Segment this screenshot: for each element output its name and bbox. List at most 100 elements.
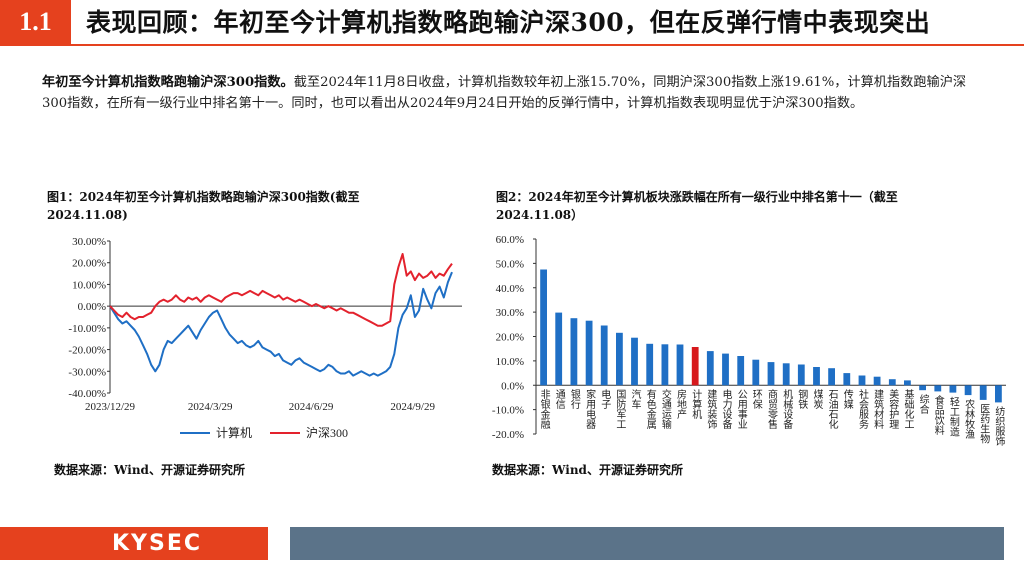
footer-bar (290, 527, 1004, 560)
bar-1 (555, 312, 563, 386)
bar-11 (706, 351, 714, 386)
bar-21 (858, 375, 866, 386)
category-label: 商贸零售 (766, 388, 778, 430)
bar-18 (813, 367, 820, 386)
bar-8 (661, 344, 669, 386)
figure1-source: 数据来源：Wind、开源证券研究所 (54, 463, 245, 477)
category-label: 综合 (917, 393, 929, 415)
summary-paragraph: 年初至今计算机指数略跑输沪深300指数。截至2024年11月8日收盘，计算机指数… (42, 72, 982, 114)
bar-22 (873, 376, 881, 386)
line-chart-computer-vs-csi300: 30.00% 20.00% 10.00% 0.00% -10.00% -20.00% -30… (68, 236, 462, 440)
bar-24 (904, 380, 911, 386)
legend-label: 计算机 (216, 425, 252, 440)
figure2-source: 数据来源：Wind、开源证券研究所 (492, 463, 683, 477)
bar-2 (570, 318, 578, 386)
category-label: 通信 (553, 389, 565, 410)
y-tick-label: 0.00% (78, 301, 106, 313)
legend-label: 沪深300 (306, 426, 348, 440)
category-label: 传媒 (841, 389, 853, 410)
bar-7 (646, 343, 654, 386)
category-label: 建筑材料 (872, 388, 884, 430)
section-number: 1.1 (0, 0, 71, 44)
category-label: 房地产 (675, 388, 687, 420)
y-tick-label: 10.00% (72, 279, 106, 291)
y-tick-label: 20.00% (72, 258, 106, 270)
category-label: 社会服务 (857, 388, 869, 430)
category-label: 煤炭 (811, 388, 823, 410)
category-label: 机械设备 (781, 388, 793, 430)
bar-20 (843, 373, 851, 386)
bar-15 (767, 362, 775, 386)
header-divider (0, 44, 1024, 46)
category-label: 美容护理 (887, 388, 899, 429)
category-label: 汽车 (629, 388, 641, 410)
bar-16 (782, 363, 790, 386)
bar-chart-industry-returns: 60.0% 50.0% 40.0% 30.0% 20.0% 10.0% 0.0% -10.0%… (492, 234, 1006, 447)
bar-25 (919, 385, 926, 391)
bar-0 (540, 269, 547, 386)
category-label: 建筑装饰 (705, 388, 717, 430)
bar-30 (995, 385, 1002, 403)
kysec-logo: KYSEC (112, 531, 202, 556)
bar-12 (722, 353, 729, 386)
category-label: 环保 (750, 389, 762, 410)
y-tick-label: 0.0% (501, 380, 524, 392)
figure2-caption: 图2：2024年初至今计算机板块涨跌幅在所有一级行业中排名第十一（截至2024.… (496, 190, 898, 222)
category-label: 计算机 (690, 388, 702, 420)
category-label: 电子 (599, 388, 611, 409)
x-tick-label: 2024/9/29 (390, 401, 435, 413)
bar-14 (752, 359, 760, 386)
y-tick-label: -20.00% (68, 345, 106, 357)
series-line-csi300 (109, 253, 453, 327)
y-tick-label: 60.0% (496, 234, 524, 246)
y-tick-label: 50.0% (496, 258, 524, 270)
category-label: 基础化工 (902, 388, 914, 429)
category-label: 纺织服饰 (993, 405, 1005, 447)
category-label: 农林牧渔 (963, 398, 975, 440)
bar-28 (964, 385, 972, 396)
category-label: 电力设备 (720, 388, 732, 430)
bar-26 (934, 385, 942, 392)
category-label: 公用事业 (735, 389, 747, 429)
category-label: 钢铁 (796, 388, 808, 410)
bar-27 (949, 385, 957, 393)
y-tick-label: 10.0% (496, 356, 524, 368)
category-label: 家用电器 (584, 388, 596, 430)
category-label: 国防军工 (614, 389, 626, 429)
footer-logo-bar (0, 527, 268, 560)
category-label: 食品饮料 (932, 394, 944, 436)
y-tick-label: -20.0% (492, 429, 524, 441)
x-tick-label: 2023/12/29 (85, 401, 136, 413)
y-tick-label: 40.0% (496, 283, 524, 295)
figure1-caption: 图1：2024年初至今计算机指数略跑输沪深300指数(截至2024.11.08) (47, 190, 360, 222)
category-label: 银行 (568, 388, 580, 410)
y-tick-label: -40.00% (68, 388, 106, 400)
category-label: 医药生物 (978, 404, 990, 445)
bar-9 (676, 344, 684, 386)
page-title: 表现回顾：年初至今计算机指数略跑输沪深300，但在反弹行情中表现突出 (86, 8, 931, 37)
bar-19 (828, 368, 835, 386)
category-label: 非银金融 (538, 389, 550, 430)
bar-5 (616, 332, 623, 386)
category-label: 石油石化 (826, 389, 838, 429)
category-label: 有色金属 (644, 388, 656, 430)
summary-lead: 年初至今计算机指数略跑输沪深300指数。 (42, 75, 294, 90)
x-tick-label: 2024/6/29 (289, 401, 334, 413)
x-tick-label: 2024/3/29 (188, 401, 233, 413)
y-tick-label: 30.00% (72, 236, 106, 248)
category-label: 交通运输 (659, 388, 671, 430)
bar-3 (585, 320, 593, 386)
bar-6 (631, 337, 638, 386)
bar-10 (691, 347, 699, 386)
y-tick-label: -10.0% (492, 405, 524, 417)
summary-body: 截至2024年11月8日收盘，计算机指数较年初上涨15.70%，同期沪深300指… (42, 75, 967, 111)
y-tick-label: 30.0% (496, 307, 524, 319)
category-label: 轻工制造 (947, 395, 959, 436)
series-line-computer (109, 271, 453, 377)
bar-23 (888, 379, 896, 386)
y-tick-label: -10.00% (68, 323, 106, 335)
bar-13 (737, 356, 745, 386)
y-tick-label: 20.0% (496, 332, 524, 344)
bar-17 (797, 364, 805, 386)
bar-29 (979, 385, 987, 400)
